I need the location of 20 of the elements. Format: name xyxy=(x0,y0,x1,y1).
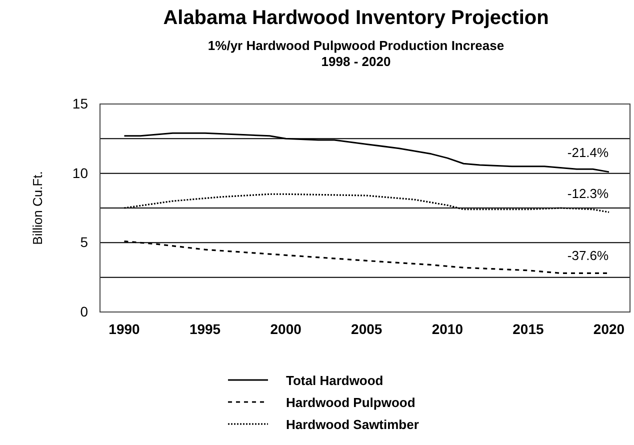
x-tick-label: 1990 xyxy=(108,320,140,337)
legend-label: Hardwood Sawtimber xyxy=(286,417,419,432)
annotation: -21.4% xyxy=(567,145,610,160)
annotation: -12.3% xyxy=(567,186,610,201)
legend-label: Hardwood Pulpwood xyxy=(286,395,416,410)
y-tick-label: 5 xyxy=(80,234,88,250)
chart-title: Alabama Hardwood Inventory Projection xyxy=(163,7,549,29)
x-tick-label: 2010 xyxy=(432,320,464,337)
annotation: -37.6% xyxy=(567,248,610,263)
x-tick-label: 2000 xyxy=(270,320,302,337)
y-axis-title: Billion Cu.Ft. xyxy=(30,171,45,245)
x-tick-label: 1995 xyxy=(189,320,221,337)
y-tick-label: 15 xyxy=(72,95,88,112)
x-tick-label: 2020 xyxy=(593,320,625,337)
x-tick-label: 2015 xyxy=(512,320,544,337)
chart-subtitle: 1%/yr Hardwood Pulpwood Production Increase 1998 - 2020 xyxy=(208,38,504,69)
x-tick-label: 2005 xyxy=(351,320,382,337)
y-tick-label: 10 xyxy=(72,164,88,181)
legend-label: Total Hardwood xyxy=(286,373,384,388)
y-tick-label: 0 xyxy=(80,303,88,320)
